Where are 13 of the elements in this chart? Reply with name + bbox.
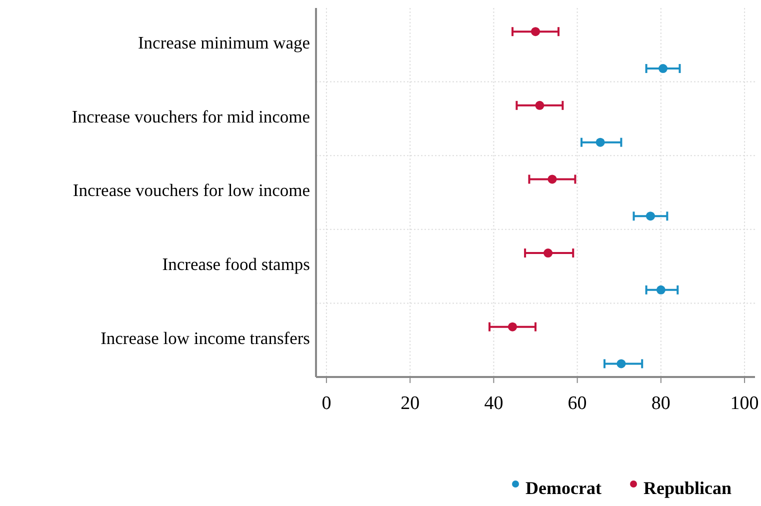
y-tick-label: Increase low income transfers <box>100 328 310 348</box>
y-tick-label: Increase vouchers for low income <box>72 180 310 200</box>
x-tick-label: 0 <box>322 393 332 414</box>
x-tick-label: 100 <box>730 393 759 414</box>
legend-label: Democrat <box>526 478 602 498</box>
x-tick-label: 60 <box>568 393 587 414</box>
legend-label: Republican <box>644 478 732 498</box>
y-tick-label: Increase food stamps <box>162 254 310 274</box>
x-tick-label: 20 <box>400 393 420 414</box>
y-tick-label: Increase minimum wage <box>138 32 310 53</box>
x-tick-label: 40 <box>484 393 504 414</box>
y-tick-label: Increase vouchers for mid income <box>72 106 310 126</box>
x-tick-label: 80 <box>651 393 670 414</box>
